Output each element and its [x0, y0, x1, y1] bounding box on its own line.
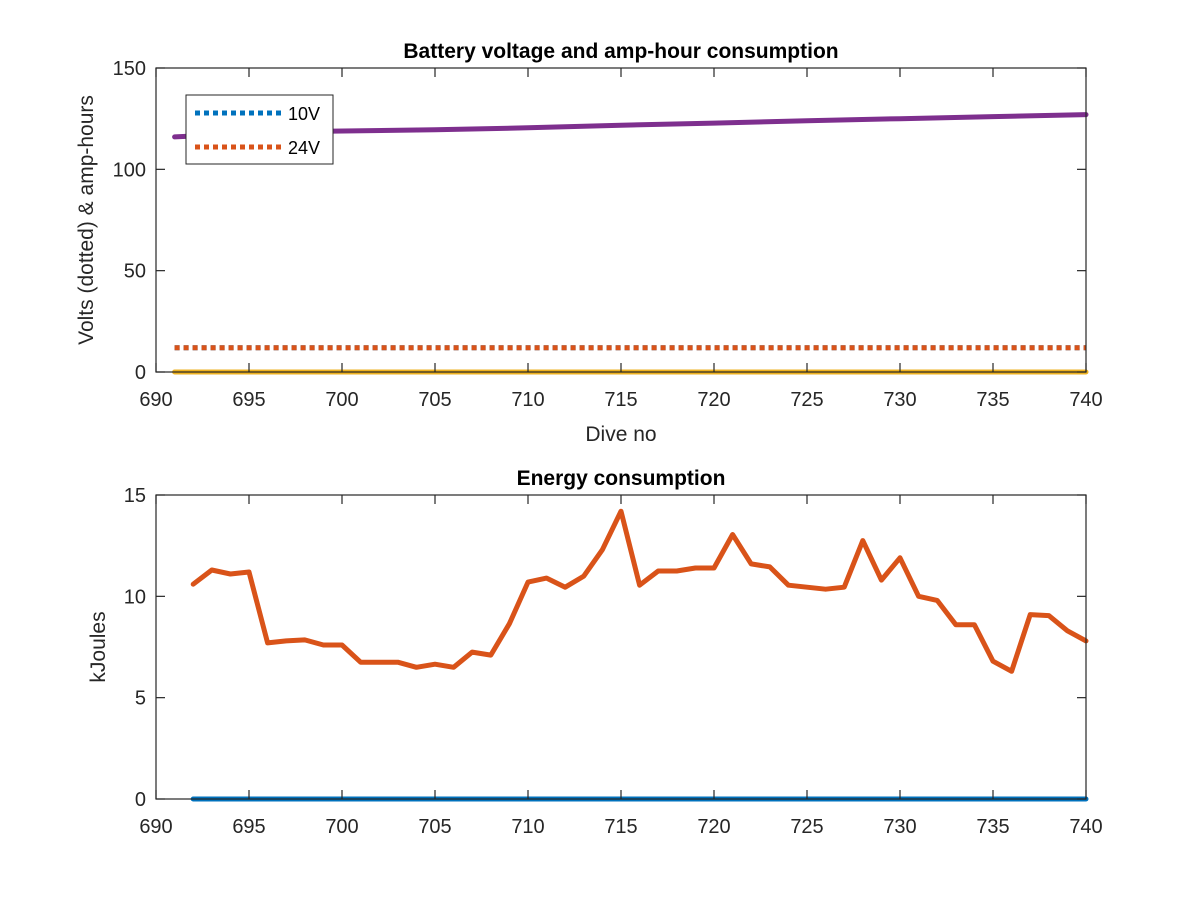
energy-x-tick-label: 715 — [604, 816, 637, 838]
energy-x-tick-label: 690 — [139, 816, 172, 838]
voltage-x-tick-label: 695 — [232, 389, 265, 411]
energy-x-tick-label: 735 — [976, 816, 1009, 838]
voltage-x-tick-label: 700 — [325, 389, 358, 411]
energy-y-tick-label: 0 — [135, 789, 146, 811]
voltage-x-tick-label: 725 — [790, 389, 823, 411]
legend-label-10v: 10V — [288, 104, 320, 124]
energy-y-axis-label: kJoules — [87, 611, 110, 682]
voltage-y-tick-label: 100 — [113, 159, 146, 181]
legend-box — [185, 94, 334, 165]
energy-y-tick-label: 5 — [135, 688, 146, 710]
energy-y-tick-label: 15 — [124, 485, 146, 507]
energy-x-tick-label: 710 — [511, 816, 544, 838]
voltage-x-axis-label: Dive no — [585, 423, 656, 446]
voltage-x-tick-label: 715 — [604, 389, 637, 411]
voltage-legend: 10V 24V — [185, 94, 334, 165]
energy-x-tick-label: 695 — [232, 816, 265, 838]
energy-x-tick-label: 730 — [883, 816, 916, 838]
voltage-series-line-3 — [172, 112, 1089, 140]
voltage-y-tick-label: 50 — [124, 261, 146, 283]
voltage-x-tick-label: 730 — [883, 389, 916, 411]
voltage-ticks: 690 695 700 705 710 715 720 725 730 735 740 0 50 100 1… — [113, 58, 1103, 411]
energy-x-tick-label: 720 — [697, 816, 730, 838]
energy-x-tick-label: 740 — [1069, 816, 1102, 838]
energy-chart-title: Energy consumption — [517, 467, 726, 490]
voltage-x-tick-label: 740 — [1069, 389, 1102, 411]
energy-x-tick-label: 725 — [790, 816, 823, 838]
voltage-x-tick-label: 735 — [976, 389, 1009, 411]
energy-ticks: 690 695 700 705 710 715 720 725 730 735 740 0 5 10 15 — [124, 485, 1103, 838]
energy-y-tick-label: 10 — [124, 586, 146, 608]
energy-chart: Energy consumption 690 695 700 705 710 715 720… — [87, 467, 1103, 838]
voltage-x-tick-label: 705 — [418, 389, 451, 411]
voltage-x-tick-label: 710 — [511, 389, 544, 411]
voltage-chart: Battery voltage and amp-hour consumption… — [75, 40, 1103, 446]
voltage-x-tick-label: 720 — [697, 389, 730, 411]
voltage-y-tick-label: 0 — [135, 362, 146, 384]
voltage-y-axis-label: Volts (dotted) & amp-hours — [75, 95, 98, 345]
energy-x-tick-label: 705 — [418, 816, 451, 838]
legend-label-24v: 24V — [288, 138, 320, 158]
voltage-x-tick-label: 690 — [139, 389, 172, 411]
voltage-y-tick-label: 150 — [113, 58, 146, 80]
energy-series-line-0 — [190, 508, 1089, 674]
voltage-chart-title: Battery voltage and amp-hour consumption — [403, 40, 838, 63]
energy-x-tick-label: 700 — [325, 816, 358, 838]
